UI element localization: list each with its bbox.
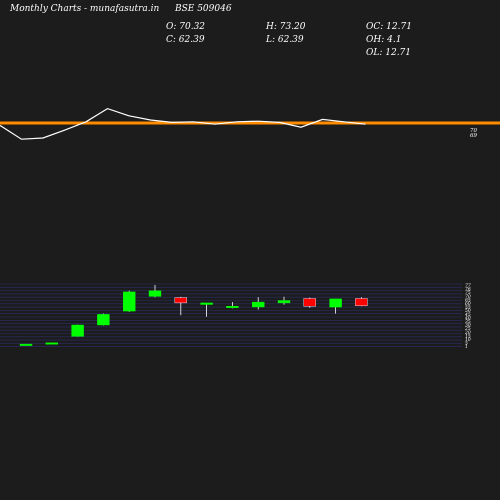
price-tick-label: 77: [465, 283, 471, 289]
price-tick-label: 70: [465, 294, 471, 300]
price-tick-label: 30: [465, 323, 471, 329]
ol-value: OL: 12.71: [366, 48, 412, 58]
candle-body: [277, 300, 291, 304]
price-tick-label: 76: [465, 287, 471, 293]
candle-body: [226, 306, 239, 308]
price-tick-label: 15: [465, 333, 471, 339]
candle-body: [97, 314, 110, 326]
price-tick-label: 55: [465, 305, 471, 311]
candle-body: [174, 297, 188, 304]
momentum-tick-label: 69: [470, 133, 477, 139]
oc-value: OC: 12.71: [366, 22, 412, 32]
oh-value: OH: 4.1: [366, 35, 402, 45]
candle-body: [251, 301, 265, 308]
price-tick-label: 45: [464, 312, 471, 318]
candle-body: [303, 298, 316, 307]
candle-body: [19, 343, 33, 346]
candle-body: [45, 342, 58, 345]
price-tick-label: 65: [465, 297, 471, 303]
price-tick-label: 25: [464, 326, 471, 332]
price-tick-label: 5: [465, 341, 468, 347]
price-tick-label: 20: [464, 330, 471, 336]
symbol-label: BSE 509046: [175, 4, 232, 14]
price-tick-label: 35: [465, 319, 471, 325]
candle-body: [148, 290, 162, 297]
price-tick-label: 75: [465, 290, 471, 296]
price-tick-label: 50: [465, 308, 471, 314]
price-grid: [0, 283, 462, 348]
candle-body: [355, 298, 368, 307]
low-value: L: 62.39: [266, 35, 304, 45]
price-tick-label: 10: [465, 337, 471, 343]
candle-body: [200, 302, 213, 305]
momentum-tick-label: 70: [470, 128, 477, 134]
brand-label: Monthly Charts: [10, 4, 82, 14]
open-value: O: 70.32: [166, 22, 206, 32]
price-tick-label: 60: [465, 301, 471, 307]
price-tick-label: 1: [465, 344, 468, 350]
close-value: C: 62.39: [166, 35, 205, 45]
candle-body: [71, 324, 84, 337]
price-tick-label: 40: [464, 315, 471, 321]
high-value: H: 73.20: [266, 22, 306, 32]
site-label: - munafasutra.in: [84, 4, 160, 14]
momentum-indicator-line: [0, 107, 366, 140]
candle-body: [329, 298, 342, 308]
candle-body: [122, 291, 136, 312]
